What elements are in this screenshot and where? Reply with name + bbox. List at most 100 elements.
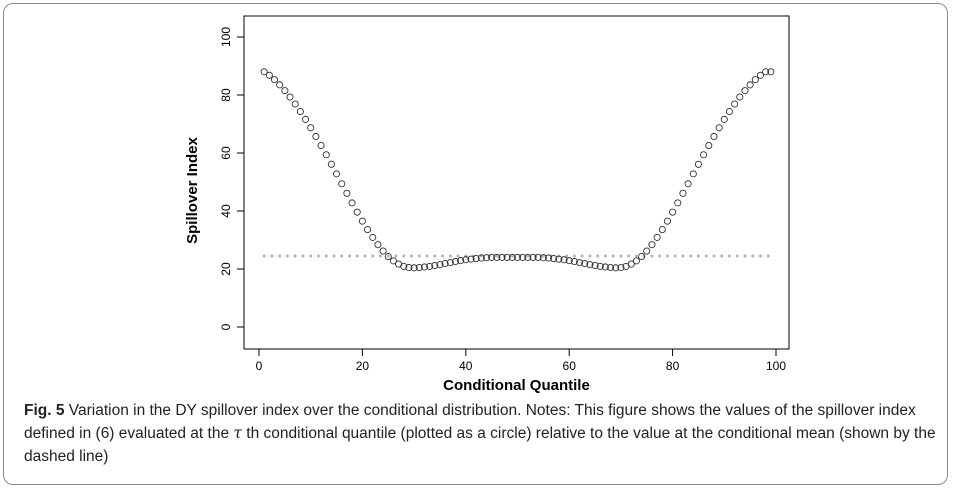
mean-line-dot (758, 254, 762, 258)
mean-line-dot (580, 254, 584, 258)
mean-line-dot (650, 254, 654, 258)
quantile-point (575, 259, 584, 267)
quantile-point (617, 263, 625, 272)
y-tick-label: 0 (219, 323, 233, 330)
mean-line-dot (689, 254, 693, 258)
quantile-point (477, 254, 485, 262)
quantile-point (364, 226, 372, 234)
quantile-point (389, 257, 397, 265)
mean-line-dot (588, 254, 592, 258)
quantile-point (472, 255, 480, 263)
quantile-point (276, 81, 284, 89)
quantile-point (327, 160, 335, 168)
mean-line-dot (293, 254, 297, 258)
quantile-point (446, 259, 454, 267)
mean-line-dot (735, 254, 739, 258)
mean-line-dot (425, 254, 429, 258)
x-tick-label: 40 (459, 359, 473, 373)
mean-line-dot (316, 254, 320, 258)
quantile-point (596, 262, 604, 270)
mean-line-dot (696, 254, 700, 258)
quantile-point (751, 76, 759, 84)
quantile-point (725, 107, 734, 116)
quantile-point (498, 253, 506, 261)
quantile-point (700, 151, 708, 159)
y-tick-label: 80 (219, 88, 233, 102)
mean-line-dot (324, 254, 328, 258)
quantile-point (270, 76, 279, 84)
quantile-point (353, 208, 361, 216)
quantile-point (570, 257, 578, 266)
quantile-point (601, 263, 609, 271)
mean-line-dot (720, 254, 724, 258)
quantile-point (679, 189, 687, 197)
mean-line-dot (495, 254, 499, 258)
quantile-point (369, 233, 377, 241)
mean-line-dot (394, 254, 398, 258)
x-tick-label: 80 (666, 359, 680, 373)
quantile-point (524, 253, 532, 261)
mean-line-dot (285, 254, 289, 258)
quantile-point (384, 252, 392, 261)
quantile-point (705, 141, 713, 150)
mean-line-dot (386, 254, 390, 258)
quantile-point (684, 180, 692, 188)
quantile-point (503, 253, 511, 261)
mean-line-dot (278, 254, 282, 258)
quantile-point (260, 68, 268, 76)
x-axis-label: Conditional Quantile (443, 377, 590, 394)
mean-line-dot (410, 254, 414, 258)
mean-line-dot (332, 254, 336, 258)
quantile-point (555, 255, 563, 263)
quantile-point (565, 257, 573, 265)
quantile-point (638, 252, 646, 261)
mean-line-dot (673, 254, 677, 258)
quantile-point (281, 87, 289, 95)
plot-box (243, 15, 790, 350)
mean-line-dot (441, 254, 445, 258)
quantile-point (322, 151, 330, 159)
mean-line-dot (704, 254, 708, 258)
mean-line-dot (751, 254, 755, 258)
quantile-point (482, 254, 491, 262)
mean-line-dot (572, 254, 576, 258)
quantile-point (581, 259, 589, 268)
mean-line-dot (658, 254, 662, 258)
mean-line-dot (766, 254, 770, 258)
figure-frame: 0 20 40 60 80 100 0 20 40 60 80 100 Conditional Qua… (3, 3, 948, 485)
quantile-point (374, 241, 382, 249)
figure-label: Fig. 5 (24, 402, 65, 419)
mean-line-dot (603, 254, 607, 258)
quantile-point (457, 257, 465, 265)
quantile-point (488, 253, 496, 261)
quantile-point (301, 115, 310, 123)
y-tick-label: 20 (219, 262, 233, 276)
mean-line-dot (262, 254, 266, 258)
quantile-point (400, 262, 408, 270)
quantile-point (286, 93, 294, 101)
mean-line-dot (541, 254, 545, 258)
quantile-point (632, 257, 640, 265)
quantile-point (591, 261, 599, 270)
mean-line-dot (355, 254, 359, 258)
quantile-points (260, 68, 775, 272)
mean-line-dot (743, 254, 747, 258)
quantile-point (653, 233, 661, 241)
quantile-point (762, 68, 770, 76)
quantile-point (462, 256, 470, 264)
quantile-point (265, 71, 273, 79)
quantile-point (436, 261, 444, 269)
mean-line-dot (619, 254, 623, 258)
quantile-point (550, 255, 558, 263)
quantile-point (379, 247, 387, 255)
quantile-point (431, 261, 439, 270)
quantile-point (513, 253, 522, 261)
mean-line-dot (627, 254, 631, 258)
mean-line-dot (378, 254, 382, 258)
quantile-point (529, 253, 537, 261)
mean-line-dot (417, 254, 421, 258)
x-tick-label: 60 (563, 359, 577, 373)
quantile-point (674, 199, 682, 207)
tau-symbol: τ (233, 424, 242, 442)
quantile-point (348, 199, 356, 207)
